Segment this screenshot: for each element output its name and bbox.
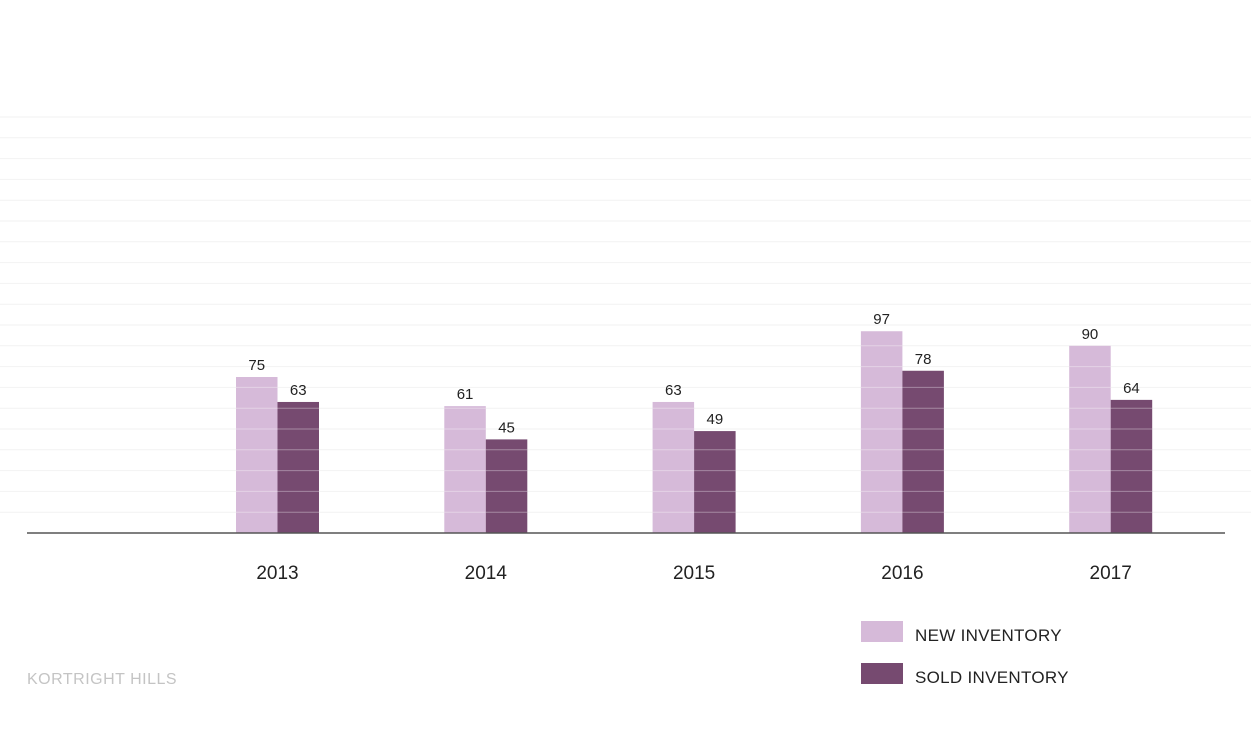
data-label-sold-inventory-2014: 45 [498, 419, 515, 436]
x-tick-2016: 2016 [881, 563, 923, 584]
legend: NEW INVENTORY SOLD INVENTORY [861, 621, 1069, 687]
data-label-new-inventory-2015: 63 [665, 382, 682, 399]
bar-new-inventory-2016 [860, 331, 903, 533]
bar-new-inventory-2013 [236, 377, 278, 533]
bar-sold-inventory-2015 [694, 431, 736, 533]
bar-new-inventory-2015 [652, 401, 695, 533]
x-tick-2014: 2014 [465, 563, 508, 584]
data-label-sold-inventory-2017: 64 [1123, 380, 1140, 397]
bar-new-inventory-2017 [1069, 345, 1111, 533]
data-label-new-inventory-2017: 90 [1082, 326, 1099, 343]
bar-sold-inventory-2013 [277, 401, 319, 533]
x-tick-labels: 2013 2014 2015 2016 2017 [256, 563, 1131, 584]
bar-sold-inventory-2014 [485, 439, 528, 533]
bar-new-inventory-2014 [444, 406, 486, 533]
x-tick-2013: 2013 [256, 563, 298, 584]
bars [236, 331, 1153, 533]
footer-brand-label: KORTRIGHT HILLS [27, 671, 177, 688]
legend-label-sold-inventory: SOLD INVENTORY [915, 668, 1069, 687]
data-label-sold-inventory-2013: 63 [290, 382, 307, 399]
bar-sold-inventory-2016 [902, 370, 944, 533]
legend-swatch-new-inventory [861, 621, 903, 642]
data-label-sold-inventory-2016: 78 [915, 351, 932, 368]
data-labels: 75 63 61 45 63 49 97 78 90 64 [248, 311, 1139, 436]
x-tick-2015: 2015 [673, 563, 715, 584]
data-label-new-inventory-2014: 61 [457, 386, 474, 403]
data-label-sold-inventory-2015: 49 [707, 411, 724, 428]
data-label-new-inventory-2016: 97 [873, 311, 890, 328]
x-tick-2017: 2017 [1090, 563, 1132, 584]
bar-sold-inventory-2017 [1110, 399, 1153, 533]
data-label-new-inventory-2013: 75 [248, 357, 265, 374]
legend-label-new-inventory: NEW INVENTORY [915, 626, 1062, 645]
legend-swatch-sold-inventory [861, 663, 903, 684]
gridlines [0, 116, 1251, 513]
